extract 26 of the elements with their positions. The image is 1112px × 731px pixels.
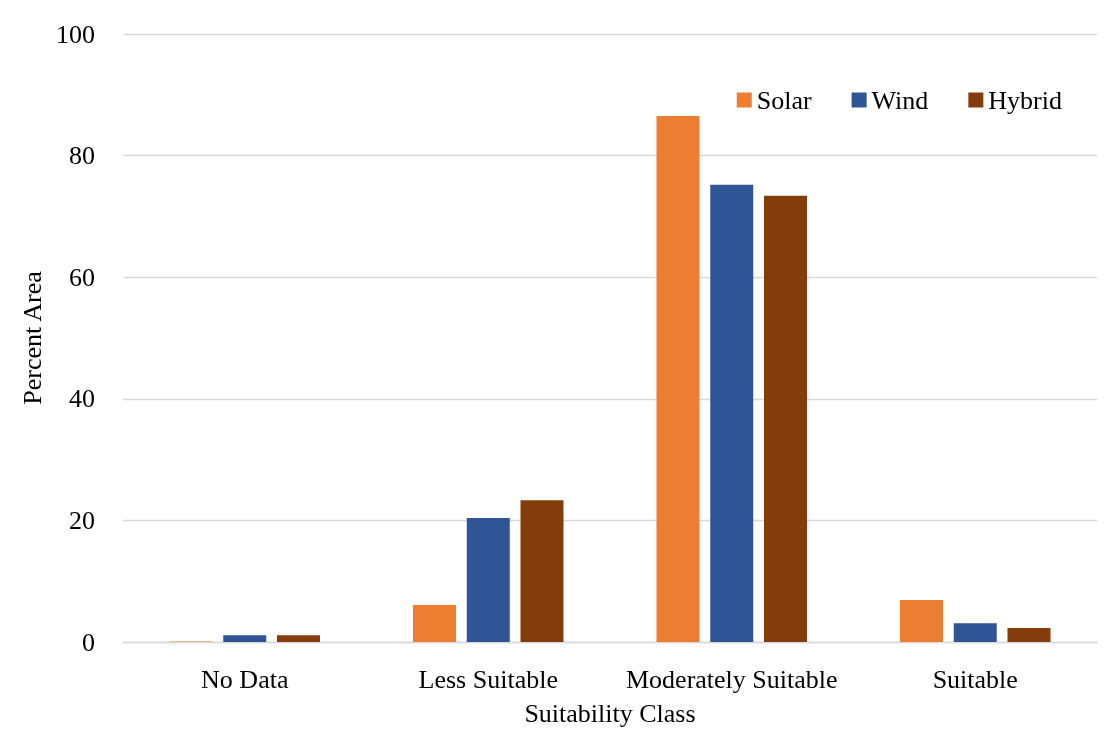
bar [710, 184, 754, 642]
bar [764, 195, 807, 642]
y-tick-label: 100 [56, 19, 95, 49]
x-tick-label: Suitable [932, 664, 1018, 694]
y-axis-title: Percent Area [17, 270, 47, 405]
legend-label: Wind [871, 85, 929, 115]
bar [520, 500, 564, 642]
x-axis-title: Suitability Class [524, 698, 696, 728]
bar [953, 623, 997, 642]
x-tick-label: Moderately Suitable [625, 664, 838, 694]
bar [1007, 628, 1051, 642]
x-tick-label: No Data [201, 664, 289, 694]
bar [277, 635, 320, 642]
bar [656, 116, 700, 642]
y-tick-label: 40 [69, 384, 95, 414]
y-tick-label: 60 [69, 262, 95, 292]
x-tick-label: Less Suitable [418, 664, 558, 694]
y-tick-label: 20 [69, 505, 95, 535]
legend-label: Hybrid [988, 85, 1063, 115]
legend-label: Solar [756, 85, 812, 115]
bar [466, 517, 510, 642]
bar [223, 635, 267, 642]
y-tick-label: 80 [69, 141, 95, 171]
bar [413, 604, 456, 642]
y-tick-label: 0 [82, 627, 95, 657]
bar [900, 600, 943, 642]
